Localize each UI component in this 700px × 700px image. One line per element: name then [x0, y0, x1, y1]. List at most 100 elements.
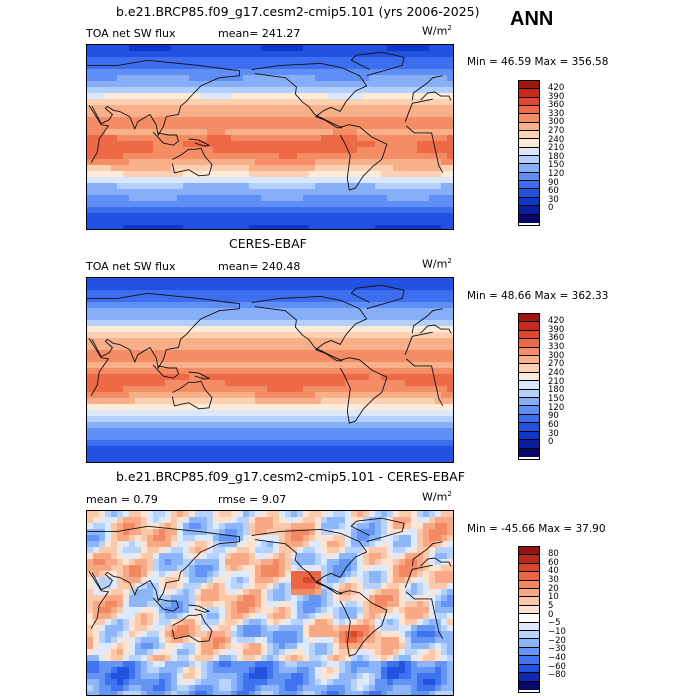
- map-cell: [93, 69, 100, 76]
- map-cell: [189, 153, 196, 160]
- map-cell: [87, 344, 94, 351]
- map-cell: [219, 398, 226, 405]
- map-cell: [375, 374, 382, 381]
- map-cell: [165, 99, 172, 106]
- map-cell: [345, 81, 352, 88]
- map-cell: [375, 225, 382, 229]
- map-cell: [117, 422, 124, 429]
- map-cell: [165, 344, 172, 351]
- map-cell: [177, 195, 184, 202]
- map-cell: [189, 129, 196, 136]
- map-cell: [447, 398, 453, 405]
- map-cell: [153, 135, 160, 142]
- map-cell: [423, 63, 430, 70]
- map-cell: [405, 452, 412, 459]
- map-cell: [225, 141, 232, 148]
- map-cell: [111, 434, 118, 441]
- map-cell: [423, 171, 430, 178]
- map-cell: [375, 613, 382, 620]
- map-cell: [273, 183, 280, 190]
- map-cell: [351, 147, 358, 154]
- map-cell: [249, 559, 256, 566]
- map-cell: [105, 458, 112, 462]
- map-cell: [321, 332, 328, 339]
- map-cell: [417, 577, 424, 584]
- map-cell: [429, 523, 436, 530]
- map-cell: [327, 440, 334, 447]
- map-cell: [315, 368, 322, 375]
- map-cell: [267, 535, 274, 542]
- map-cell: [231, 440, 238, 447]
- map-cell: [393, 523, 400, 530]
- map-cell: [285, 386, 292, 393]
- map-cell: [117, 219, 124, 226]
- map-cell: [375, 398, 382, 405]
- map-cell: [417, 117, 424, 124]
- map-cell: [321, 314, 328, 321]
- map-cell: [183, 111, 190, 118]
- map-cell: [285, 613, 292, 620]
- map-cell: [399, 105, 406, 112]
- colorbar-swatch: [519, 214, 539, 223]
- map-cell: [345, 434, 352, 441]
- map-cell: [243, 147, 250, 154]
- map-cell: [285, 559, 292, 566]
- map-cell: [345, 99, 352, 106]
- map-cell: [129, 165, 136, 172]
- map-cell: [351, 511, 358, 518]
- map-cell: [141, 589, 148, 596]
- map-cell: [231, 87, 238, 94]
- map-cell: [417, 99, 424, 106]
- map-cell: [135, 428, 142, 435]
- map-cell: [435, 195, 442, 202]
- map-cell: [291, 69, 298, 76]
- map-cell: [303, 350, 310, 357]
- map-cell: [387, 123, 394, 130]
- map-cell: [375, 207, 382, 214]
- map-cell: [165, 350, 172, 357]
- map-cell: [237, 535, 244, 542]
- map-cell: [225, 404, 232, 411]
- map-cell: [255, 571, 262, 578]
- map-cell: [291, 392, 298, 399]
- map-cell: [411, 159, 418, 166]
- map-cell: [213, 362, 220, 369]
- map-cell: [441, 153, 448, 160]
- map-cell: [303, 517, 310, 524]
- map-cell: [195, 93, 202, 100]
- map-cell: [183, 523, 190, 530]
- panel2-map: [86, 277, 454, 463]
- map-cell: [177, 374, 184, 381]
- map-cell: [429, 225, 436, 229]
- map-cell: [213, 171, 220, 178]
- map-cell: [417, 189, 424, 196]
- map-cell: [309, 284, 316, 291]
- map-cell: [237, 135, 244, 142]
- map-cell: [207, 141, 214, 148]
- map-cell: [99, 284, 106, 291]
- map-cell: [333, 458, 340, 462]
- map-cell: [117, 410, 124, 417]
- map-cell: [249, 75, 256, 82]
- map-cell: [177, 314, 184, 321]
- map-cell: [315, 314, 322, 321]
- map-cell: [315, 207, 322, 214]
- map-cell: [153, 302, 160, 309]
- map-cell: [213, 165, 220, 172]
- map-cell: [411, 446, 418, 453]
- map-cell: [279, 207, 286, 214]
- map-cell: [387, 314, 394, 321]
- map-cell: [117, 117, 124, 124]
- map-cell: [285, 422, 292, 429]
- map-cell: [303, 63, 310, 70]
- map-cell: [267, 290, 274, 297]
- map-cell: [261, 308, 268, 315]
- map-cell: [381, 51, 388, 58]
- map-cell: [435, 141, 442, 148]
- map-cell: [165, 135, 172, 142]
- map-cell: [171, 308, 178, 315]
- map-cell: [201, 368, 208, 375]
- map-cell: [387, 320, 394, 327]
- map-cell: [363, 535, 370, 542]
- map-cell: [279, 308, 286, 315]
